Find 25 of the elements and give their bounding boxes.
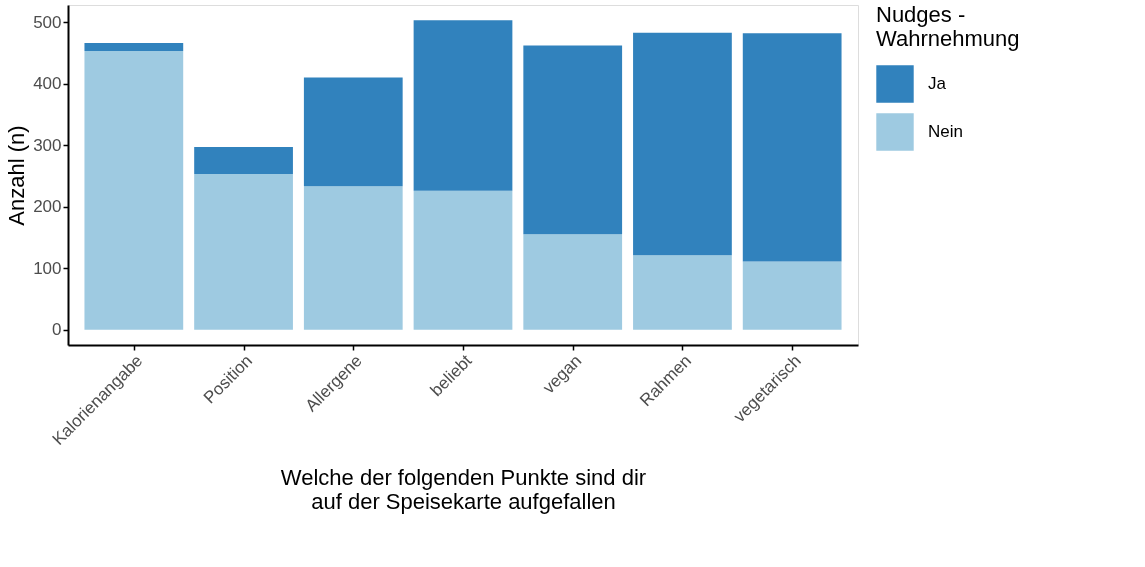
bar	[742, 261, 842, 330]
legend-label: Nein	[928, 122, 963, 141]
bar	[742, 33, 842, 262]
y-tick-label: 500	[33, 12, 62, 32]
bar	[413, 20, 513, 191]
legend-title: Nudges - Wahrnehmung	[876, 2, 1020, 51]
bar	[633, 32, 732, 256]
bar	[194, 174, 293, 330]
bar	[303, 77, 403, 187]
y-tick-label: 0	[52, 320, 62, 340]
bar	[523, 234, 623, 330]
bar	[303, 186, 403, 330]
y-tick-label: 400	[33, 74, 62, 94]
bar	[523, 45, 623, 235]
bar	[413, 190, 513, 330]
bar	[84, 43, 184, 52]
y-tick-label: 300	[33, 135, 62, 155]
bar	[633, 255, 732, 330]
y-tick-label: 100	[33, 258, 62, 278]
bar	[194, 147, 293, 175]
x-axis-title: Welche der folgenden Punkte sind dir auf der Speisekarte aufgefallen	[280, 465, 647, 515]
y-axis-title: Anzahl (n)	[4, 125, 30, 226]
legend-label: Ja	[928, 74, 947, 93]
y-tick-label: 200	[33, 197, 62, 217]
bar	[84, 51, 184, 330]
